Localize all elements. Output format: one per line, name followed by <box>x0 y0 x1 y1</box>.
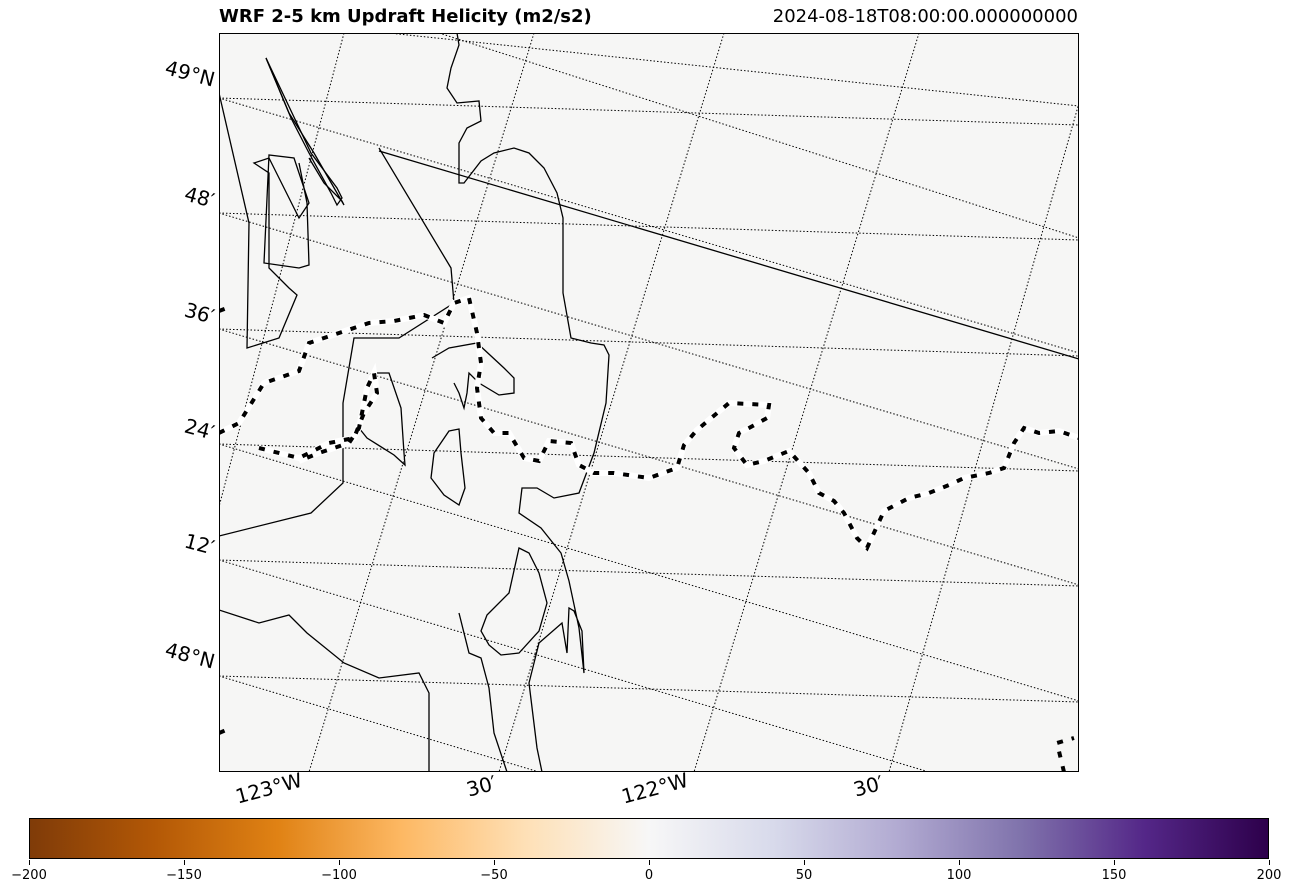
colorbar-tick-mark <box>28 860 30 865</box>
map-frame <box>219 33 1079 772</box>
valid-time: 2024-08-18T08:00:00.000000000 <box>772 6 1078 27</box>
lon-label-123w: 123°W <box>232 767 305 809</box>
lat-label-48-24: 24′ <box>181 413 218 445</box>
lat-label-48-36: 36′ <box>181 297 218 329</box>
lon-label-121-30: 30′ <box>850 770 887 802</box>
colorbar-tick-mark <box>648 860 650 865</box>
colorbar-tick-mark <box>183 860 185 865</box>
lat-label-48-48: 48′ <box>181 181 218 213</box>
lat-label-48n: 48°N <box>162 637 218 674</box>
lat-label-48-12: 12′ <box>181 528 218 560</box>
colorbar-tick-mark <box>1113 860 1115 865</box>
lon-label-122w: 122°W <box>618 767 691 809</box>
lon-label-122-30: 30′ <box>463 770 500 802</box>
colorbar-tick-mark <box>803 860 805 865</box>
colorbar-tick-label: −50 <box>480 868 508 883</box>
coastlines <box>219 33 1079 772</box>
colorbar-tick-label: 200 <box>1256 868 1282 883</box>
colorbar-tick-mark <box>1268 860 1270 865</box>
international-border <box>219 294 1079 772</box>
colorbar-tick-label: 0 <box>644 868 654 883</box>
colorbar-tick-label: 100 <box>946 868 972 883</box>
plot-title: WRF 2-5 km Updraft Helicity (m2/s2) <box>219 6 592 27</box>
longitude-gridlines <box>219 33 1079 772</box>
latitude-gridlines <box>219 33 1079 772</box>
colorbar-tick-label: −200 <box>11 868 47 883</box>
lat-label-49n: 49°N <box>162 55 218 92</box>
colorbar-tick-label: −150 <box>166 868 202 883</box>
colorbar-tick-mark <box>493 860 495 865</box>
map-background <box>219 33 1079 772</box>
colorbar-tick-mark <box>338 860 340 865</box>
colorbar-tick-label: 50 <box>795 868 813 883</box>
map-panel <box>219 33 1079 772</box>
colorbar-tick-label: −100 <box>321 868 357 883</box>
colorbar-tick-mark <box>958 860 960 865</box>
colorbar-tick-label: 150 <box>1101 868 1127 883</box>
colorbar <box>29 818 1269 859</box>
